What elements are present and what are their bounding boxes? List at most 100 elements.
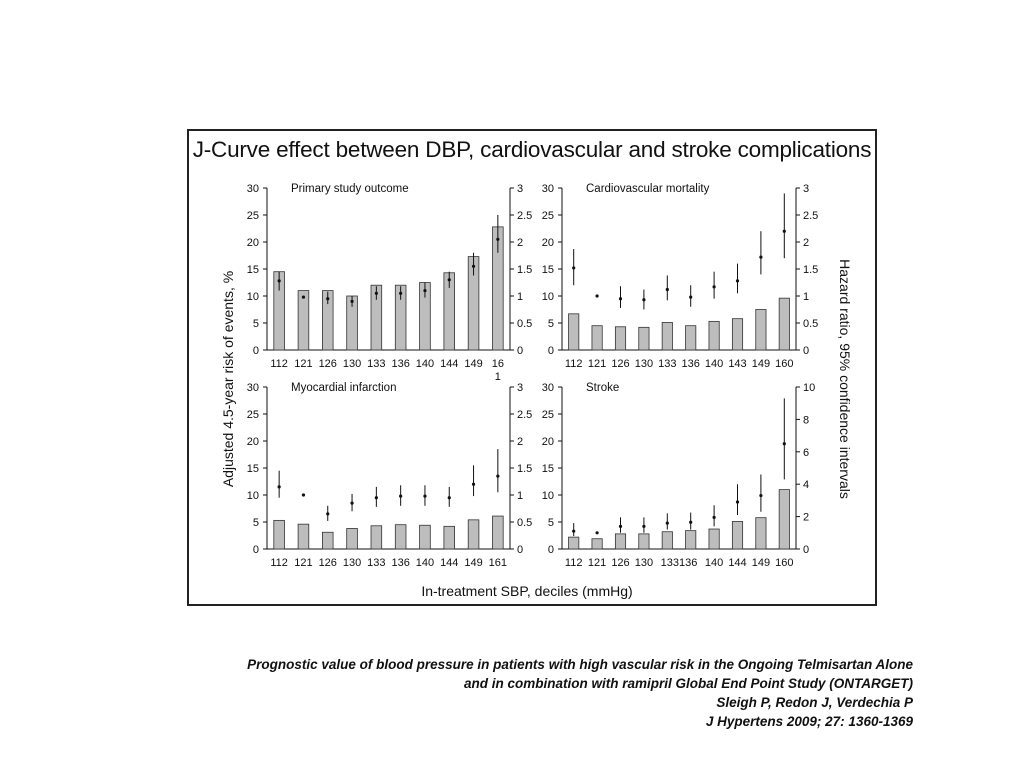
category-label: 160 [775, 557, 793, 569]
right-tick-label: 3 [517, 183, 523, 195]
left-tick-label: 30 [542, 183, 554, 195]
right-tick-label: 2.5 [517, 409, 532, 421]
bar [755, 517, 767, 550]
bar [731, 521, 744, 550]
left-tick-label: 30 [247, 183, 259, 195]
category-label: 130 [635, 358, 653, 370]
hazard-point [782, 229, 786, 233]
left-tick-label: 0 [548, 544, 554, 556]
left-tick-label: 25 [542, 409, 554, 421]
right-tick-label: 1.5 [517, 264, 532, 276]
left-tick-label: 20 [247, 436, 259, 448]
hazard-point [735, 500, 740, 504]
right-tick-label: 2 [803, 512, 809, 524]
bar [297, 523, 310, 550]
bar [661, 322, 673, 351]
category-label: 130 [343, 358, 361, 370]
hazard-point [399, 291, 403, 295]
category-label: 160 [775, 358, 793, 370]
figure-svg: Adjusted 4.5-year risk of events, % Haza… [220, 183, 853, 599]
hazard-point [471, 482, 476, 486]
category-label: 136 [682, 358, 700, 370]
left-tick-label: 15 [542, 463, 554, 475]
category-label: 136 [391, 358, 409, 370]
left-tick-label: 0 [253, 345, 259, 357]
category-label: 121 [294, 358, 312, 370]
left-tick-label: 10 [247, 490, 259, 502]
right-tick-label: 2.5 [803, 210, 818, 222]
left-tick-label: 20 [247, 237, 259, 249]
right-tick-label: 2 [517, 436, 523, 448]
hazard-point [782, 442, 786, 446]
bar [661, 531, 673, 550]
bar [568, 313, 580, 351]
bar [685, 530, 697, 550]
category-label: 121 [588, 557, 606, 569]
left-tick-label: 15 [247, 463, 259, 475]
hazard-point [618, 297, 623, 301]
right-tick-label: 0 [517, 544, 523, 556]
bar [394, 524, 407, 550]
bar [443, 525, 455, 550]
category-label: 144 [728, 557, 746, 569]
left-tick-label: 10 [247, 291, 259, 303]
shared-left-ylabel: Adjusted 4.5-year risk of events, % [220, 271, 236, 487]
panel-title: Stroke [586, 382, 619, 394]
hazard-point [326, 297, 330, 301]
bar [568, 536, 580, 550]
bar [708, 320, 720, 351]
figure-title: J-Curve effect between DBP, cardiovascul… [192, 137, 872, 162]
category-label: 140 [416, 557, 434, 569]
hazard-point [595, 294, 599, 298]
bar [685, 325, 697, 351]
hazard-point [447, 278, 451, 282]
right-tick-label: 2 [517, 237, 523, 249]
caption-line-1: Prognostic value of blood pressure in pa… [247, 657, 913, 672]
right-tick-label: 1.5 [517, 463, 532, 475]
category-label: 140 [416, 358, 434, 370]
right-tick-label: 0.5 [803, 318, 818, 330]
category-label: 112 [565, 557, 583, 569]
hazard-point [496, 474, 500, 478]
category-label: 149 [464, 557, 482, 569]
hazard-point [301, 295, 306, 299]
bar [591, 325, 603, 351]
left-tick-label: 25 [542, 210, 554, 222]
shared-xlabel: In-treatment SBP, deciles (mmHg) [421, 583, 632, 599]
bar [708, 528, 720, 550]
category-label: 112 [270, 557, 288, 569]
category-label: 126 [319, 557, 337, 569]
hazard-point [423, 289, 427, 293]
right-tick-label: 0 [803, 345, 809, 357]
hazard-point [471, 264, 476, 268]
category-label: 112 [565, 358, 583, 370]
shared-right-ylabel: Hazard ratio, 95% confidence intervals [837, 259, 853, 499]
hazard-point [759, 255, 763, 259]
bar [638, 326, 650, 351]
left-tick-label: 20 [542, 436, 554, 448]
hazard-point [642, 524, 646, 528]
bar [273, 519, 285, 550]
bar [419, 524, 431, 550]
panel-2: 0 5 10 15 20 25 30 0 0.5 1 1.5 2 2.5 3 Cardiovascular … [542, 183, 819, 370]
hazard-point [689, 295, 693, 299]
left-tick-label: 25 [247, 409, 259, 421]
category-label: 112 [270, 358, 288, 370]
right-tick-label: 1 [517, 490, 523, 502]
hazard-point [326, 512, 330, 516]
hazard-point [301, 493, 306, 497]
category-label: 133 [658, 358, 676, 370]
right-tick-label: 1 [803, 291, 809, 303]
left-tick-label: 5 [253, 318, 259, 330]
bar [492, 515, 504, 550]
category-label: 133 [367, 358, 385, 370]
right-tick-label: 2 [803, 237, 809, 249]
hazard-point [712, 515, 716, 520]
hazard-point [399, 494, 403, 498]
panel-3: 0 5 10 15 20 25 30 0 0.5 1 1.5 2 2.5 3 Myocardial infa… [247, 382, 533, 569]
hazard-point [759, 493, 763, 498]
hazard-point [665, 287, 669, 292]
right-tick-label: 0 [517, 345, 523, 357]
hazard-point [277, 485, 281, 489]
panel-title: Myocardial infarction [291, 382, 396, 394]
